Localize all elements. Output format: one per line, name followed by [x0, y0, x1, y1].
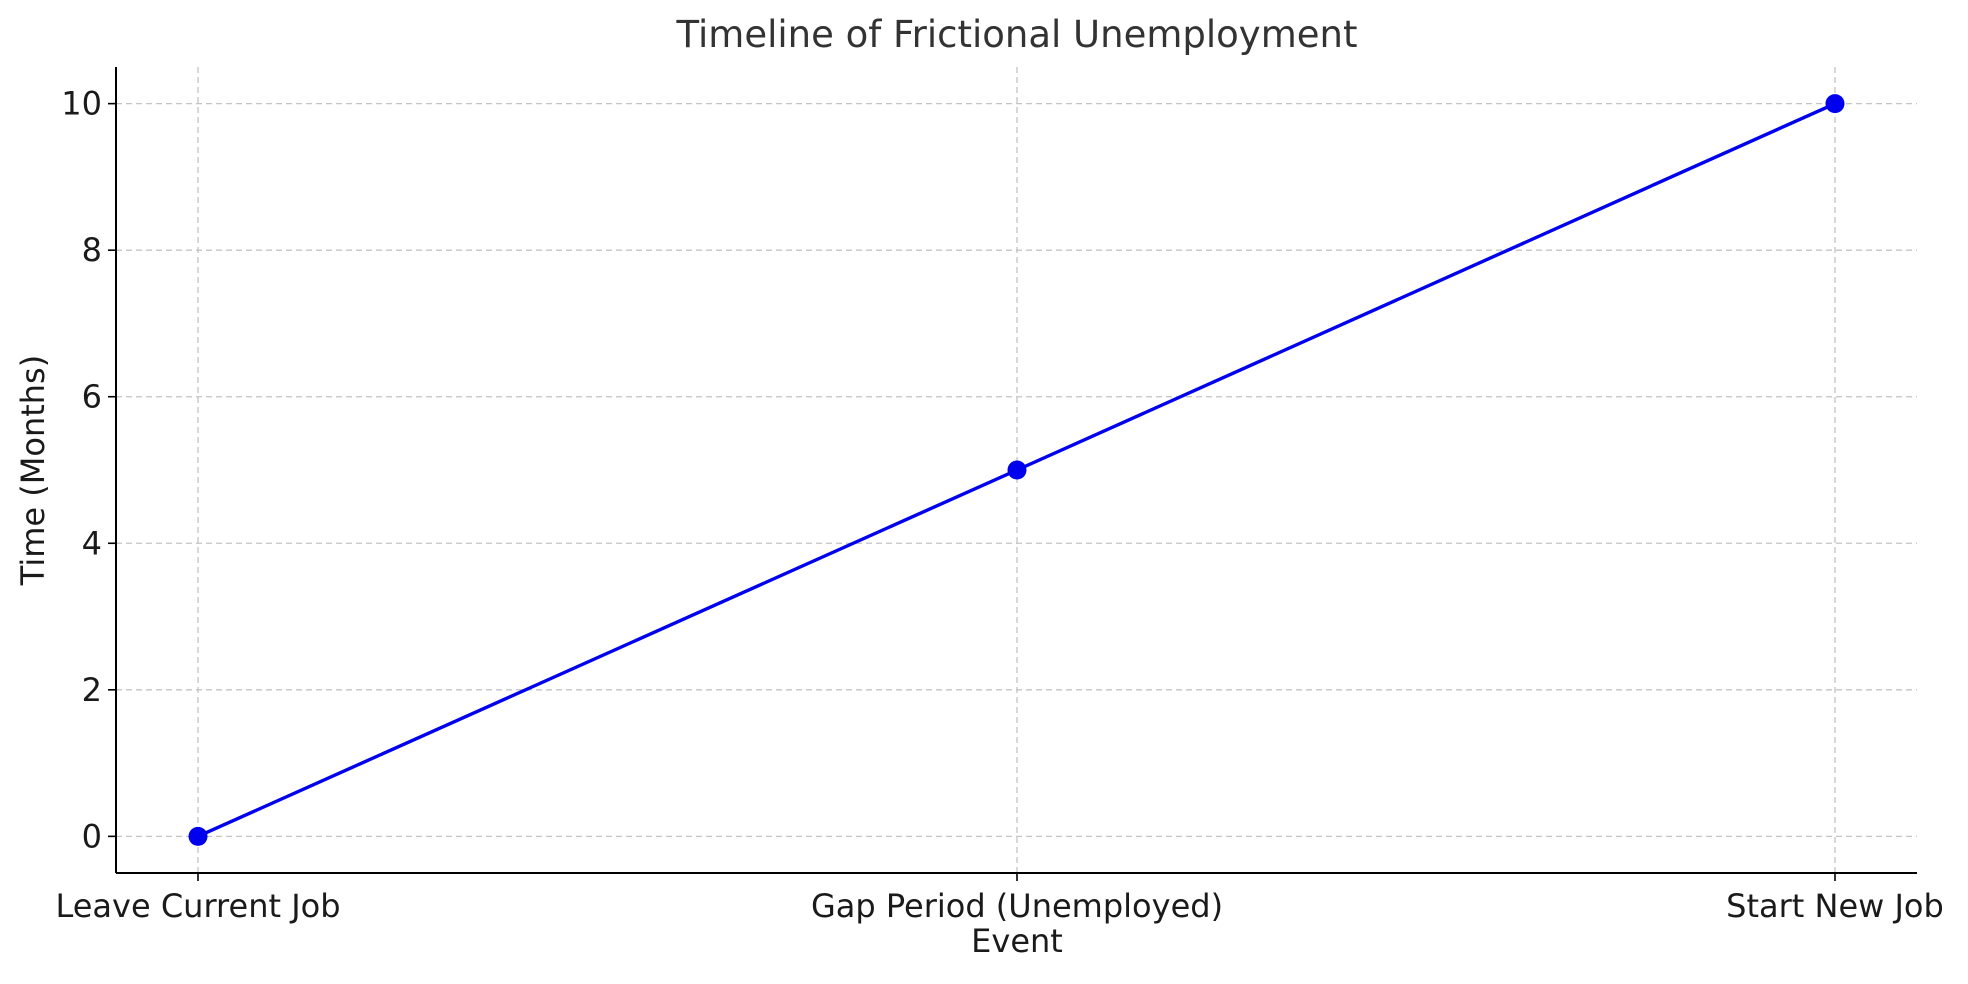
y-tick-label: 10: [61, 85, 102, 123]
x-tick-label: Start New Job: [1726, 887, 1944, 925]
y-axis-label: Time (Months): [14, 355, 52, 586]
grid-layer: [116, 67, 1917, 873]
tick-layer: 0 2 4 6 8 10 Leave Current Job Gap Period (Unem…: [55, 85, 1943, 925]
y-tick-label: 0: [82, 817, 102, 855]
x-tick-label: Gap Period (Unemployed): [811, 887, 1223, 925]
y-tick-label: 8: [82, 231, 102, 269]
x-tick-label: Leave Current Job: [55, 887, 340, 925]
series-layer: [188, 94, 1845, 846]
data-point: [188, 826, 208, 846]
y-tick-label: 6: [82, 378, 102, 416]
x-axis-label: Event: [971, 922, 1063, 960]
y-tick-label: 2: [82, 671, 102, 709]
chart-title: Timeline of Frictional Unemployment: [676, 13, 1358, 56]
data-point: [1825, 94, 1845, 114]
data-point: [1007, 460, 1027, 480]
y-tick-label: 4: [82, 524, 102, 562]
